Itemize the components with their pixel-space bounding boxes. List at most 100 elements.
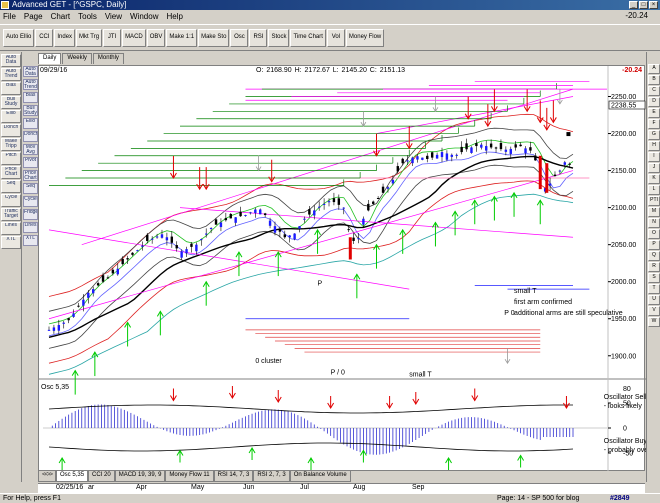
toolbar-macd-button[interactable]: MACD	[122, 28, 146, 47]
menu-chart[interactable]: Chart	[50, 12, 71, 21]
sidebar-cycle-button[interactable]: Cycle	[1, 194, 21, 207]
sidebar2-price-chart-button[interactable]: Price Chart	[23, 170, 38, 181]
tab-osc[interactable]: Osc 5,35	[56, 471, 89, 482]
menu-window[interactable]: Window	[130, 12, 159, 21]
maximize-button[interactable]: □	[639, 1, 648, 9]
sidebar-pitch-button[interactable]: Pitch	[1, 152, 21, 165]
sidebar2-bull-study-button[interactable]: Bull Study	[23, 105, 38, 116]
candle-down	[121, 258, 124, 265]
tab-weekly[interactable]: Weekly	[62, 53, 92, 64]
rightbar-p-button[interactable]: P	[648, 240, 660, 250]
sidebar2-lines-button[interactable]: Lines	[23, 222, 38, 233]
rightbar-k-button[interactable]: K	[648, 174, 660, 184]
rightbar-i-button[interactable]: I	[648, 152, 660, 162]
sidebar-traffic-target-button[interactable]: Traffic Target	[1, 208, 21, 221]
candle-down	[396, 166, 399, 172]
toolbar-stock-button[interactable]: Stock	[268, 28, 290, 47]
tab-on-balance-volume[interactable]: On Balance Volume	[289, 471, 351, 482]
sidebar2-ellio-button[interactable]: Ellio	[23, 118, 38, 129]
menu-page[interactable]: Page	[23, 12, 43, 21]
sidebar2-mov-avg-button[interactable]: Mov Avg	[23, 144, 38, 155]
rightbar-w-button[interactable]: W	[648, 317, 660, 327]
rightbar-pti-button[interactable]: PTI	[648, 196, 660, 206]
candle-up	[322, 203, 326, 205]
sidebar2-seq-button[interactable]: Seq	[23, 183, 38, 194]
toolbar-jti-button[interactable]: JTI	[103, 28, 122, 47]
candle-down	[77, 305, 80, 307]
rightbar-m-button[interactable]: M	[648, 207, 660, 217]
rightbar-q-button[interactable]: Q	[648, 251, 660, 261]
sidebar2-donch-button[interactable]: Donch	[23, 131, 38, 142]
rightbar-u-button[interactable]: U	[648, 295, 660, 305]
toolbar-auto-ellio-button[interactable]: Auto Ellio	[3, 28, 35, 47]
highlight-candle-red	[545, 163, 549, 193]
sidebar-xtl-button[interactable]: XTL	[1, 236, 21, 249]
sidebar2-auto-trend-button[interactable]: Auto Trend	[23, 79, 38, 90]
candle-up	[386, 187, 390, 189]
toolbar-cci-button[interactable]: CCI	[35, 28, 54, 47]
sidebar-bull-study-button[interactable]: Bull Study	[1, 96, 21, 109]
toolbar-money-flow-button[interactable]: Money Flow	[345, 28, 385, 47]
sidebar2-xtl-button[interactable]: XTL	[23, 235, 38, 246]
rightbar-g-button[interactable]: G	[648, 130, 660, 140]
rightbar-c-button[interactable]: C	[648, 86, 660, 96]
toolbar-index-button[interactable]: Index	[54, 28, 76, 47]
toolbar-make-1-1-button[interactable]: Make 1:1	[166, 28, 198, 47]
rightbar-r-button[interactable]: R	[648, 262, 660, 272]
sell-arrow-head	[464, 113, 472, 120]
menu-bar: File Page Chart Tools View Window Help -…	[0, 10, 660, 23]
sidebar2-bias-button[interactable]: Bias	[23, 92, 38, 103]
tab-monthly[interactable]: Monthly	[92, 53, 124, 64]
toolbar-time-chart-button[interactable]: Time Chart	[290, 28, 326, 47]
sidebar2-cycle-button[interactable]: Cycle	[23, 196, 38, 207]
tab-rsi-14[interactable]: RSI 14, 7, 3	[213, 471, 254, 482]
rightbar-a-button[interactable]: A	[648, 64, 660, 74]
tab-cci[interactable]: CCI 20	[88, 471, 115, 482]
menu-help[interactable]: Help	[166, 12, 183, 21]
toolbar-osc-button[interactable]: Osc	[230, 28, 249, 47]
tab-rsi-2[interactable]: RSI 2, 7, 3	[253, 471, 290, 482]
rightbar-v-button[interactable]: V	[648, 306, 660, 316]
toolbar-rsi-button[interactable]: RSI	[249, 28, 268, 47]
sidebar-lines-button[interactable]: Lines	[1, 222, 21, 235]
candle-up	[288, 235, 291, 238]
rightbar-j-button[interactable]: J	[648, 163, 660, 173]
sidebar2-pivot-button[interactable]: Pivot	[23, 157, 38, 168]
sidebar-make-tripp-button[interactable]: Make Tripp	[1, 138, 21, 151]
sidebar-bias-button[interactable]: Bias	[1, 82, 21, 95]
rightbar-f-button[interactable]: F	[648, 119, 660, 129]
sidebar-auto-trend-button[interactable]: Auto Trend	[1, 68, 21, 81]
toolbar-make-sto-button[interactable]: Make Sto	[198, 28, 230, 47]
toolbar-vol-button[interactable]: Vol	[326, 28, 345, 47]
tab-daily[interactable]: Daily	[38, 53, 62, 64]
menu-file[interactable]: File	[3, 12, 16, 21]
sidebar2-fridge-button[interactable]: Fridge	[23, 209, 38, 220]
rightbar-d-button[interactable]: D	[648, 97, 660, 107]
sidebar-auto-data-button[interactable]: Auto Data	[1, 54, 21, 67]
sidebar-price-chart-button[interactable]: Price Chart	[1, 166, 21, 179]
minimize-button[interactable]: _	[629, 1, 638, 9]
menu-view[interactable]: View	[104, 12, 123, 21]
price-chart-svg[interactable]: 1900.00 1950.00 2000.00 2050.00 2100.00 2150.…	[39, 66, 660, 472]
rightbar-l-button[interactable]: L	[648, 185, 660, 195]
menu-tools[interactable]: Tools	[78, 12, 97, 21]
sidebar2-auto-data-button[interactable]: Auto Data	[23, 66, 38, 77]
toolbar-mkt-trg-button[interactable]: Mkt Trg	[76, 28, 103, 47]
toolbar-obv-button[interactable]: OBV	[146, 28, 166, 47]
indicator-tabs-scroll-buttons[interactable]: <<>>	[38, 471, 57, 482]
sidebar-ellio-button[interactable]: Ellio	[1, 110, 21, 123]
wave-p-label: P	[318, 280, 323, 287]
tab-macd[interactable]: MACD 19, 39, 9	[114, 471, 166, 482]
chart-panel[interactable]: 1900.00 1950.00 2000.00 2050.00 2100.00 2150.…	[38, 65, 660, 472]
tab-money-flow[interactable]: Money Flow 11	[165, 471, 214, 482]
rightbar-h-button[interactable]: H	[648, 141, 660, 151]
rightbar-o-button[interactable]: O	[648, 229, 660, 239]
rightbar-e-button[interactable]: E	[648, 108, 660, 118]
rightbar-n-button[interactable]: N	[648, 218, 660, 228]
rightbar-t-button[interactable]: T	[648, 284, 660, 294]
close-button[interactable]: ×	[649, 1, 658, 9]
rightbar-b-button[interactable]: B	[648, 75, 660, 85]
rightbar-s-button[interactable]: S	[648, 273, 660, 283]
sidebar-donch-button[interactable]: Donch	[1, 124, 21, 137]
sidebar-seq-button[interactable]: Seq	[1, 180, 21, 193]
